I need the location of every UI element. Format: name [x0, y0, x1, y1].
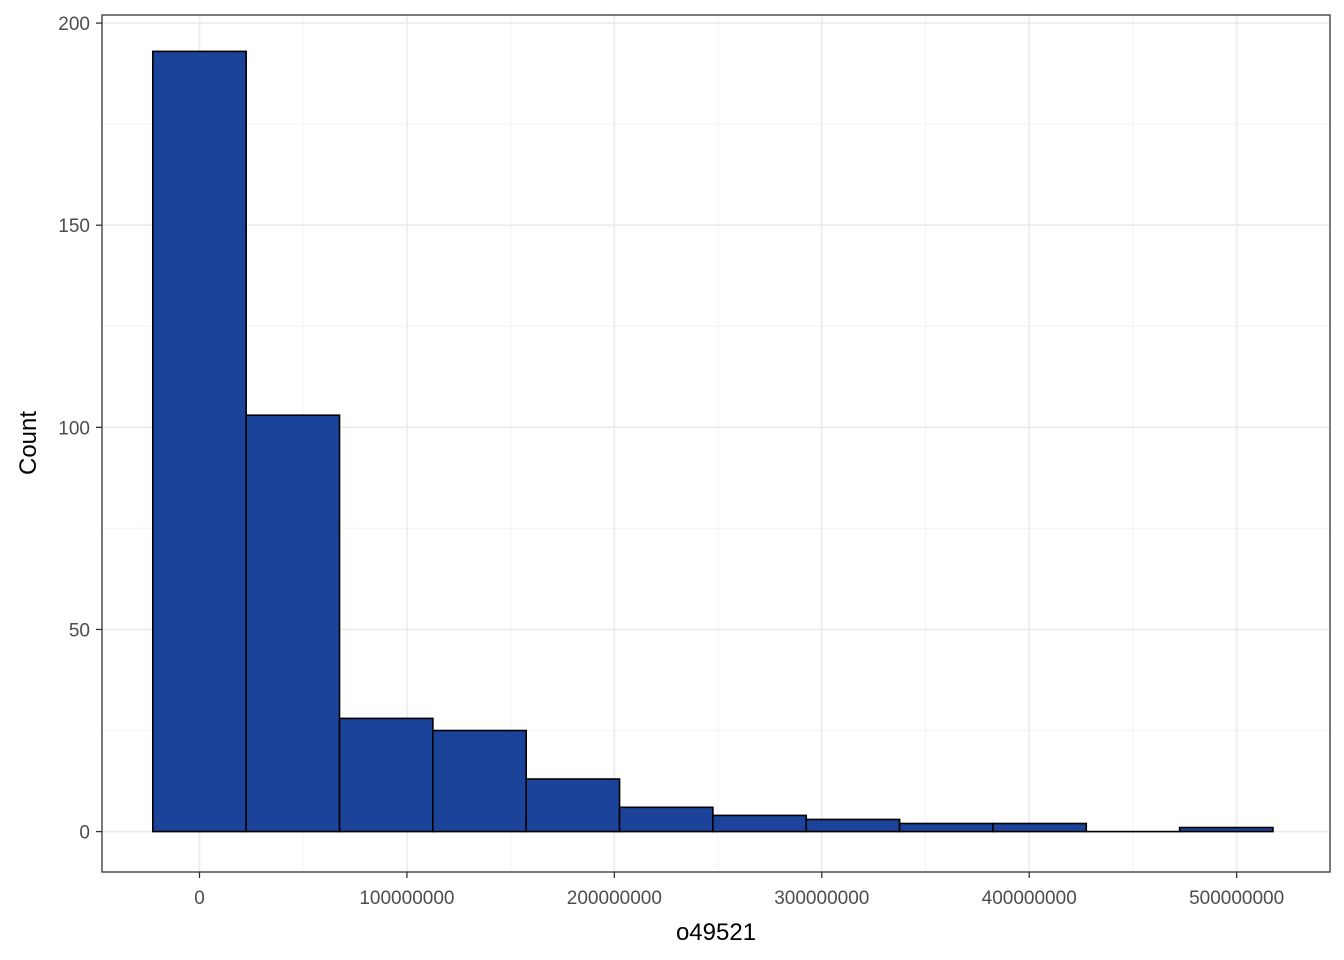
y-tick-label: 0	[79, 823, 90, 844]
y-tick-label: 200	[58, 14, 90, 35]
x-tick-label: 300000000	[774, 888, 869, 909]
histogram-bar-8	[805, 818, 901, 833]
histogram-bar-2	[245, 414, 341, 833]
histogram-bar-10	[992, 822, 1088, 833]
y-axis-title: Count	[15, 411, 42, 475]
y-tick-label: 100	[58, 418, 90, 439]
y-tick-label: 150	[58, 216, 90, 237]
panel-border	[101, 14, 1331, 873]
histogram-bar-12	[1178, 826, 1274, 833]
histogram-bar-4	[432, 729, 527, 833]
x-tick-label: 500000000	[1189, 888, 1284, 909]
x-tick-label: 100000000	[359, 888, 454, 909]
histogram-bar-5	[525, 778, 621, 833]
histogram-bars	[152, 50, 1274, 833]
histogram-bar-7	[712, 814, 808, 833]
histogram-bar-9	[898, 822, 994, 833]
x-tick-label: 200000000	[567, 888, 662, 909]
x-axis: 0 100000000 200000000 300000000 400000000 500…	[194, 872, 1284, 909]
histogram-bar-6	[618, 806, 714, 833]
x-axis-title: o49521	[676, 919, 756, 946]
y-axis: 0 50 100 150 200	[58, 14, 102, 844]
x-tick-label: 0	[194, 888, 205, 909]
y-tick-label: 50	[69, 620, 90, 641]
x-tick-label: 400000000	[982, 888, 1077, 909]
histogram-bar-3	[338, 717, 434, 833]
histogram-bar-1	[152, 50, 247, 833]
